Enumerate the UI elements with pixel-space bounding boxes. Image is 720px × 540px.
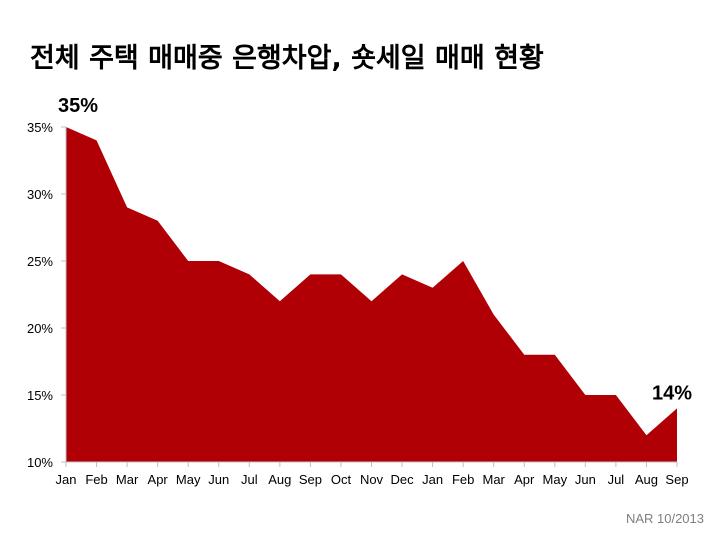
y-tick-label: 30% [27, 187, 53, 202]
x-tick-label: Feb [85, 472, 107, 487]
x-tick-label: Apr [148, 472, 169, 487]
y-tick-label: 20% [27, 321, 53, 336]
y-tick-label: 15% [27, 388, 53, 403]
x-tick-label: Aug [635, 472, 658, 487]
x-tick-label: Sep [299, 472, 322, 487]
x-tick-label: Apr [514, 472, 535, 487]
x-tick-label: Jul [241, 472, 258, 487]
chart-title: 전체 주택 매매중 은행차압, 숏세일 매매 현황 [30, 43, 544, 74]
x-tick-label: Nov [360, 472, 384, 487]
x-tick-label: Mar [116, 472, 139, 487]
x-tick-label: Oct [331, 472, 352, 487]
x-tick-label: Jun [208, 472, 229, 487]
x-tick-label: Dec [390, 472, 414, 487]
x-tick-label: May [176, 472, 201, 487]
x-tick-label: Jan [422, 472, 443, 487]
y-tick-label: 10% [27, 455, 53, 470]
annotations: 35% 14% [58, 95, 692, 404]
area-series [66, 127, 677, 462]
y-tick-label: 25% [27, 254, 53, 269]
x-tick-label: Jan [56, 472, 77, 487]
axes [61, 126, 678, 467]
x-tick-label: Jul [608, 472, 625, 487]
x-tick-label: Sep [665, 472, 688, 487]
data-label: 35% [58, 95, 98, 117]
x-tick-label: Jun [575, 472, 596, 487]
x-tick-label: Mar [483, 472, 506, 487]
plot-area [66, 127, 677, 462]
source-note: NAR 10/2013 [625, 511, 704, 526]
data-label: 14% [652, 382, 692, 404]
x-tick-label: Aug [268, 472, 291, 487]
y-tick-label: 35% [27, 120, 53, 135]
x-tick-label: May [543, 472, 568, 487]
x-tick-label: Feb [452, 472, 474, 487]
y-axis-labels: 10% 15% 20% 25% 30% 35% [27, 120, 53, 470]
x-axis-labels: Jan Feb Mar Apr May Jun Jul Aug Sep Oct Nov Dec Jan F… [56, 472, 689, 487]
